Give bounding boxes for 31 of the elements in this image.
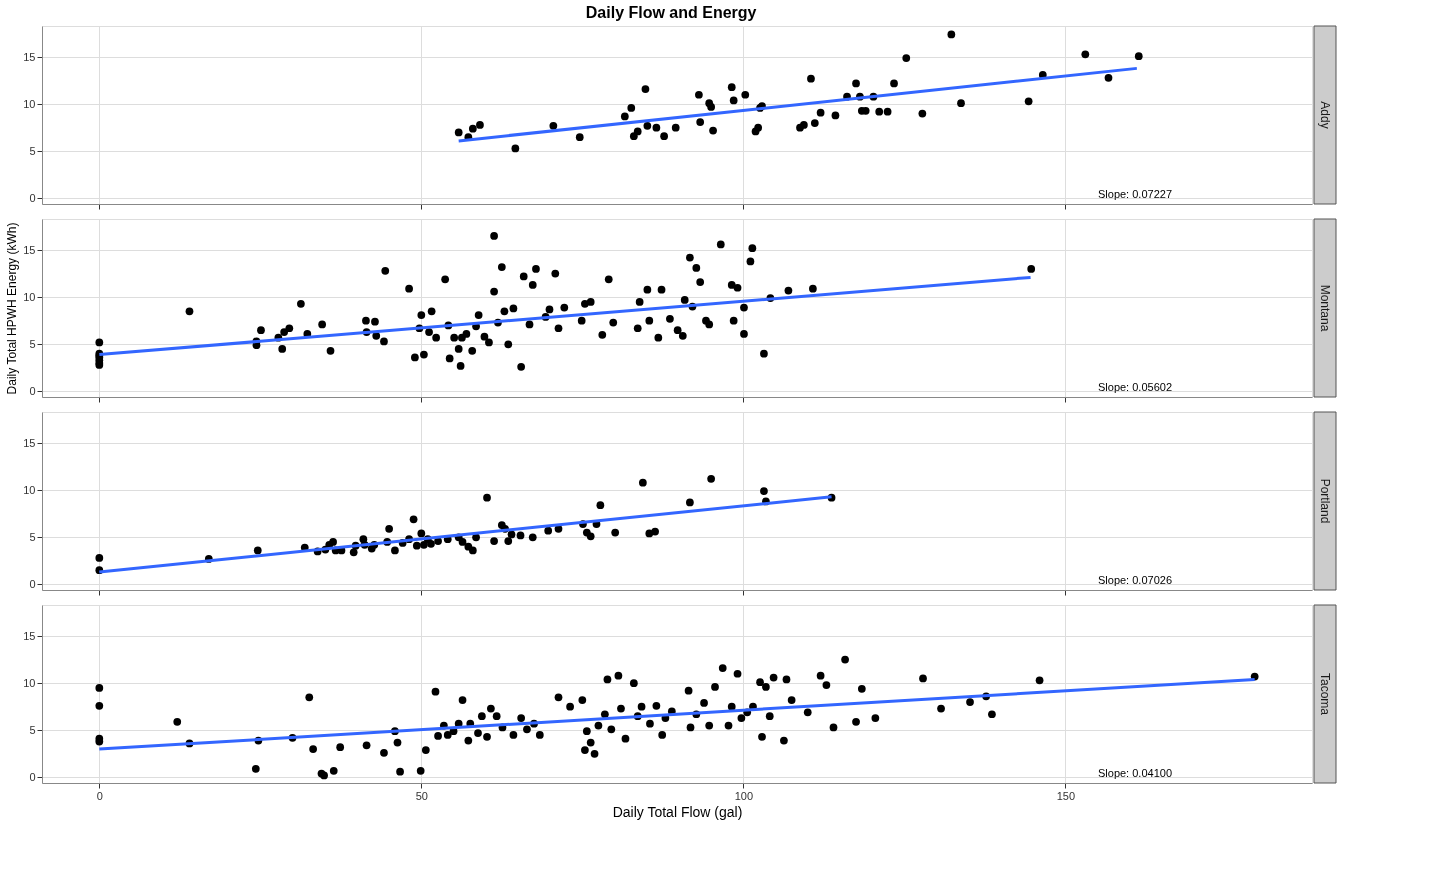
chart-title: Daily Flow and Energy <box>585 4 757 21</box>
y-tick-label: 15 <box>23 629 36 642</box>
y-axis-title: Daily Total HPWH Energy (kWh) <box>5 222 20 395</box>
x-tick-label: 100 <box>734 789 754 802</box>
text: Addy <box>1318 101 1332 129</box>
annotation: Slope: 0.04100 <box>1097 767 1172 779</box>
y-tick-label: 0 <box>29 577 36 590</box>
y-tick-label: 10 <box>23 676 36 689</box>
y-tick-label: 5 <box>29 337 36 350</box>
y-tick-label: 5 <box>29 144 36 157</box>
y-tick-label: 5 <box>29 530 36 543</box>
y-tick-label: 5 <box>29 723 36 736</box>
y-tick-label: 15 <box>23 243 36 256</box>
y-tick-label: 10 <box>23 483 36 496</box>
text: Tacoma <box>1318 672 1332 716</box>
y-tick-label: 10 <box>23 290 36 303</box>
text: Portland <box>1318 478 1332 524</box>
text: Montana <box>1318 284 1332 332</box>
x-tick-label: 150 <box>1056 789 1076 802</box>
y-tick-label: 0 <box>29 191 36 204</box>
y-tick-label: 0 <box>29 384 36 397</box>
annotation: Slope: 0.07026 <box>1097 574 1172 586</box>
annotation: Slope: 0.07227 <box>1097 188 1172 200</box>
x-axis-title: Daily Total Flow (gal) <box>612 803 743 820</box>
y-tick-label: 0 <box>29 770 36 783</box>
y-tick-label: 15 <box>23 436 36 449</box>
y-tick-label: 15 <box>23 50 36 63</box>
y-tick-label: 10 <box>23 97 36 110</box>
x-tick-label: 0 <box>96 789 103 802</box>
x-tick-label: 50 <box>415 789 428 802</box>
annotation: Slope: 0.05602 <box>1097 381 1172 393</box>
